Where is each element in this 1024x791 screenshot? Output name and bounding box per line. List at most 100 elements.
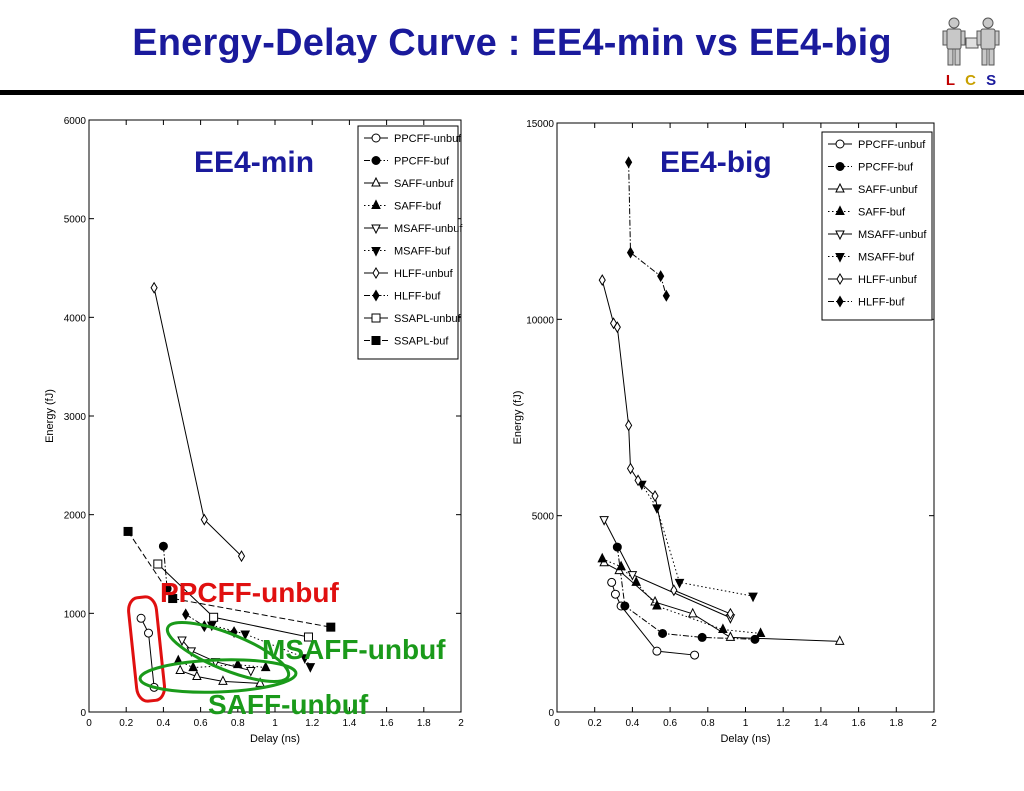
data-point [255,677,265,687]
y-tick-label: 0 [80,708,86,719]
data-point [651,490,659,503]
y-tick-label: 1000 [64,609,87,620]
series-line [641,483,754,597]
y-tick-label: 5000 [532,512,555,523]
data-point [597,552,608,563]
chart-panel-2: 0 0.2 0.4 0.6 0.8 1 1.2 1.4 1.6 1.8 2 0 5000 10000 150… [512,119,937,745]
data-point [150,281,158,294]
series-line [162,546,168,589]
data-point [726,607,735,620]
data-point [144,628,154,638]
legend-label: PPCFF-unbuf [858,139,926,151]
series-ssapl-buf [123,526,336,632]
data-point [626,246,635,259]
data-point [627,571,638,581]
x-tick-label: 0 [86,718,92,729]
y-tick-label: 6000 [64,116,87,127]
data-point [626,462,635,475]
series-hlff-unbuf [598,274,735,620]
data-point [687,607,698,618]
data-point [748,592,758,603]
data-point [697,632,707,642]
y-axis-title: Energy (fJ) [512,391,524,445]
series-ppcff-buf [612,542,760,644]
x-tick-label: 1.6 [380,718,394,729]
legend-label: SAFF-unbuf [858,184,918,196]
x-tick-label: 1 [272,718,278,729]
legend-marker [835,182,845,193]
data-point [136,613,146,623]
data-point [718,623,728,634]
annotation-label: SAFF-unbuf [208,689,369,720]
x-tick-label: 1 [743,718,749,729]
x-tick-label: 0.8 [231,718,245,729]
series-saff-buf [597,552,766,637]
legend-marker [371,313,381,323]
series-line [179,670,261,684]
x-tick-label: 1.8 [417,718,431,729]
y-tick-label: 2000 [64,511,87,522]
data-point [725,631,736,641]
series-hlff-unbuf [150,281,246,563]
legend: PPCFF-unbuf PPCFF-buf SAFF-unbuf SAFF-buf MS… [821,131,933,321]
x-tick-label: 0.6 [194,718,208,729]
legend-label: HLFF-buf [394,291,441,303]
data-point [188,661,198,672]
series-saff-unbuf [175,664,265,687]
data-point [182,608,190,621]
data-point [658,628,668,638]
data-point [260,661,271,672]
x-tick-label: 1.2 [776,718,790,729]
slide-title: Energy-Delay Curve : EE4-min vs EE4-big [132,22,892,64]
data-point [834,635,845,645]
legend-marker [371,224,381,235]
x-tick-label: 2 [931,718,937,729]
legend-marker [835,230,845,241]
data-point [755,627,766,637]
legend-marker [372,289,380,302]
legend-marker [371,336,381,345]
series-line [178,660,266,669]
legend-marker [836,295,844,308]
annotation-label: MSAFF-unbuf [262,634,446,665]
data-point [177,636,187,647]
data-point [625,419,633,432]
legend-marker [372,267,380,279]
legend-label: MSAFF-buf [858,252,915,264]
data-point [246,667,256,677]
data-point [631,576,641,586]
msaff-unbuf-highlight [165,620,291,684]
data-point [616,560,626,571]
legend-label: SAFF-buf [858,207,906,219]
legend-marker [371,247,381,257]
x-tick-label: 0 [554,718,560,729]
x-tick-label: 1.4 [814,718,828,729]
x-tick-label: 0.4 [625,718,639,729]
saff-unbuf-highlight [138,658,298,694]
x-tick-label: 1.8 [889,718,903,729]
data-point [690,650,700,660]
data-point [299,654,310,664]
series-line [628,162,667,296]
legend-box [821,131,933,321]
logo-letter-c: C [965,72,976,89]
legend-label: PPCFF-unbuf [394,133,462,145]
data-point [200,513,208,526]
data-point [610,589,620,599]
x-tick-label: 2 [458,718,464,729]
legend-marker [836,273,844,285]
legend-label: MSAFF-unbuf [394,223,463,235]
y-tick-label: 15000 [526,119,554,130]
legend: PPCFF-unbuf PPCFF-buf SAFF-unbuf SAFF-buf MS… [357,125,463,360]
data-point [305,663,316,673]
series-hlff-buf [625,156,670,302]
legend-label: SSAPL-buf [394,336,449,348]
y-tick-label: 0 [548,708,554,719]
annotation-label: PPCFF-unbuf [160,577,340,608]
legend-label: HLFF-unbuf [858,274,918,286]
series-line [211,624,311,667]
x-tick-label: 0.8 [701,718,715,729]
data-point [674,578,685,589]
legend-label: PPCFF-buf [858,162,914,174]
